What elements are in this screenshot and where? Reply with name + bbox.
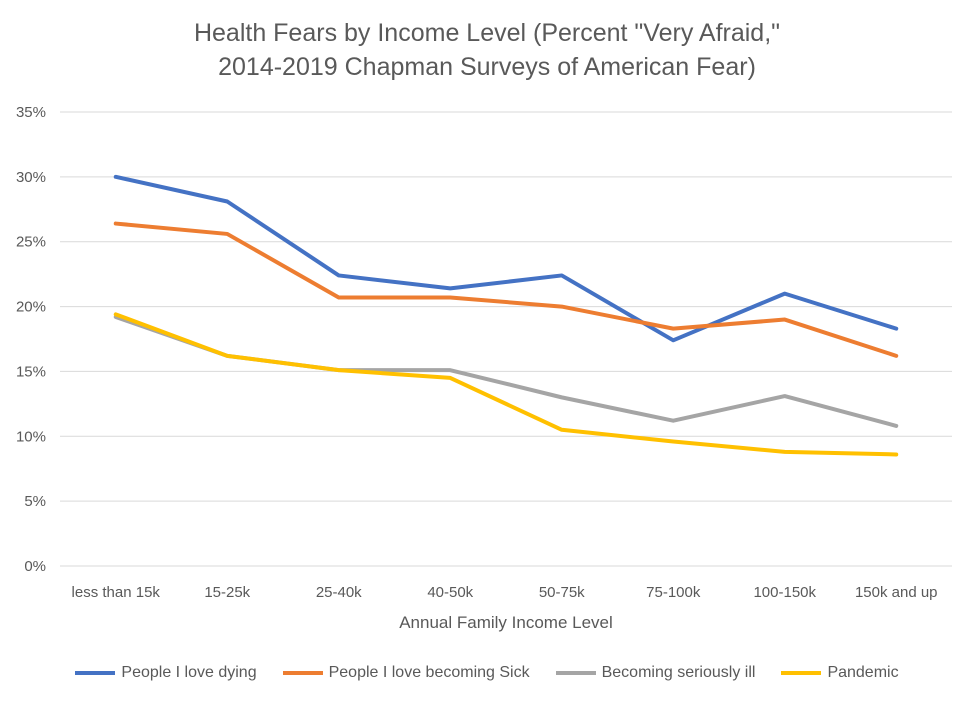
legend-item-1: People I love dying	[75, 664, 257, 682]
chart-legend: People I love dying People I love becomin…	[0, 664, 974, 682]
legend-item-3: Becoming seriously ill	[555, 664, 756, 682]
y-tick-label: 10%	[16, 428, 46, 445]
legend-item-2: People I love becoming Sick	[282, 664, 530, 682]
legend-label: People I love becoming Sick	[328, 664, 530, 681]
series-line-1	[113, 174, 899, 343]
legend-swatch	[282, 671, 323, 675]
x-tick-label: 15-25k	[204, 584, 250, 601]
legend-swatch	[555, 671, 596, 675]
chart-title-line-2: 2014-2019 Chapman Surveys of American Fe…	[218, 53, 756, 81]
chart-title-line-1: Health Fears by Income Level (Percent "V…	[193, 19, 781, 47]
series-line-4	[113, 312, 899, 457]
x-tick-label: 50-75k	[539, 584, 585, 601]
chart-title: Health Fears by Income Level (Percent "V…	[0, 16, 974, 84]
y-tick-label: 25%	[16, 234, 46, 251]
series-line-2	[113, 221, 899, 358]
x-tick-label: 75-100k	[646, 584, 701, 601]
y-tick-label: 35%	[16, 104, 46, 121]
legend-swatch	[781, 671, 822, 675]
y-tick-label: 15%	[16, 363, 46, 380]
x-tick-label: 100-150k	[753, 584, 816, 601]
y-tick-label: 20%	[16, 299, 46, 316]
x-tick-label: 40-50k	[427, 584, 473, 601]
legend-swatch	[75, 671, 116, 675]
legend-item-4: Pandemic	[781, 664, 899, 682]
x-axis-title: Annual Family Income Level	[399, 613, 613, 632]
x-tick-label: 25-40k	[316, 584, 362, 601]
y-tick-label: 30%	[16, 169, 46, 186]
legend-label: Pandemic	[827, 664, 899, 681]
y-tick-label: 5%	[24, 493, 46, 510]
y-tick-label: 0%	[24, 558, 46, 575]
legend-label: People I love dying	[121, 664, 257, 681]
legend-label: Becoming seriously ill	[601, 664, 756, 681]
x-tick-label: less than 15k	[72, 584, 161, 601]
x-tick-label: 150k and up	[855, 584, 938, 601]
